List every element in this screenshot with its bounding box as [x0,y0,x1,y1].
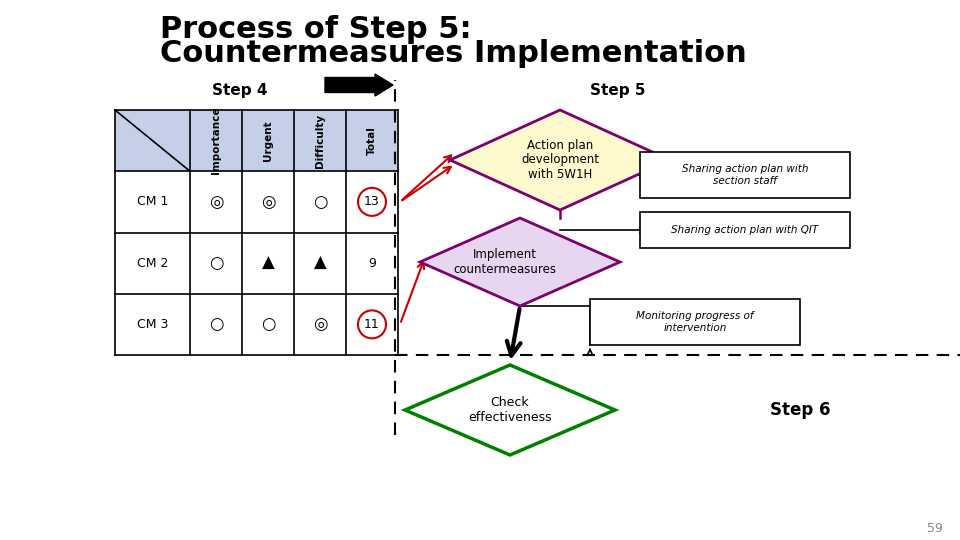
Text: Monitoring progress of
intervention: Monitoring progress of intervention [636,311,754,333]
Text: 13: 13 [364,195,380,208]
Text: Step 6: Step 6 [770,401,830,419]
Text: ◎: ◎ [313,315,327,333]
Text: CM 1: CM 1 [137,195,168,208]
Text: ○: ○ [261,315,276,333]
Text: ▲: ▲ [262,254,275,272]
Text: Step 5: Step 5 [590,83,645,98]
Text: Difficulty: Difficulty [315,113,325,168]
Text: Implement
countermeasures: Implement countermeasures [453,248,557,276]
Text: Urgent: Urgent [263,120,273,161]
Bar [640,152,850,198]
Text: ○: ○ [313,193,327,211]
Text: CM 3: CM 3 [137,318,168,331]
Text: ○: ○ [208,315,224,333]
Text: ▲: ▲ [314,254,326,272]
Text: ◎: ◎ [261,193,276,211]
Bar [640,212,850,248]
Text: Action plan
development
with 5W1H: Action plan development with 5W1H [521,138,599,181]
Text: ◎: ◎ [208,193,224,211]
Text: Step 4: Step 4 [212,83,268,98]
Polygon shape [450,110,670,210]
Text: Countermeasures Implementation: Countermeasures Implementation [160,38,747,68]
Text: Sharing action plan with
section staff: Sharing action plan with section staff [682,164,808,186]
Text: Total: Total [367,126,377,155]
Polygon shape [405,365,615,455]
Polygon shape [420,218,620,306]
Text: ○: ○ [208,254,224,272]
Text: CM 2: CM 2 [137,256,168,269]
Text: 9: 9 [368,256,376,269]
Text: Process of Step 5:: Process of Step 5: [160,16,471,44]
FancyArrow shape [325,74,393,96]
Bar [115,110,398,171]
Text: Sharing action plan with QIT: Sharing action plan with QIT [671,225,819,235]
Text: 59: 59 [927,522,943,535]
Text: Importance: Importance [211,107,221,174]
Text: Check
effectiveness: Check effectiveness [468,396,552,424]
Text: 11: 11 [364,318,380,331]
Bar [590,299,800,345]
